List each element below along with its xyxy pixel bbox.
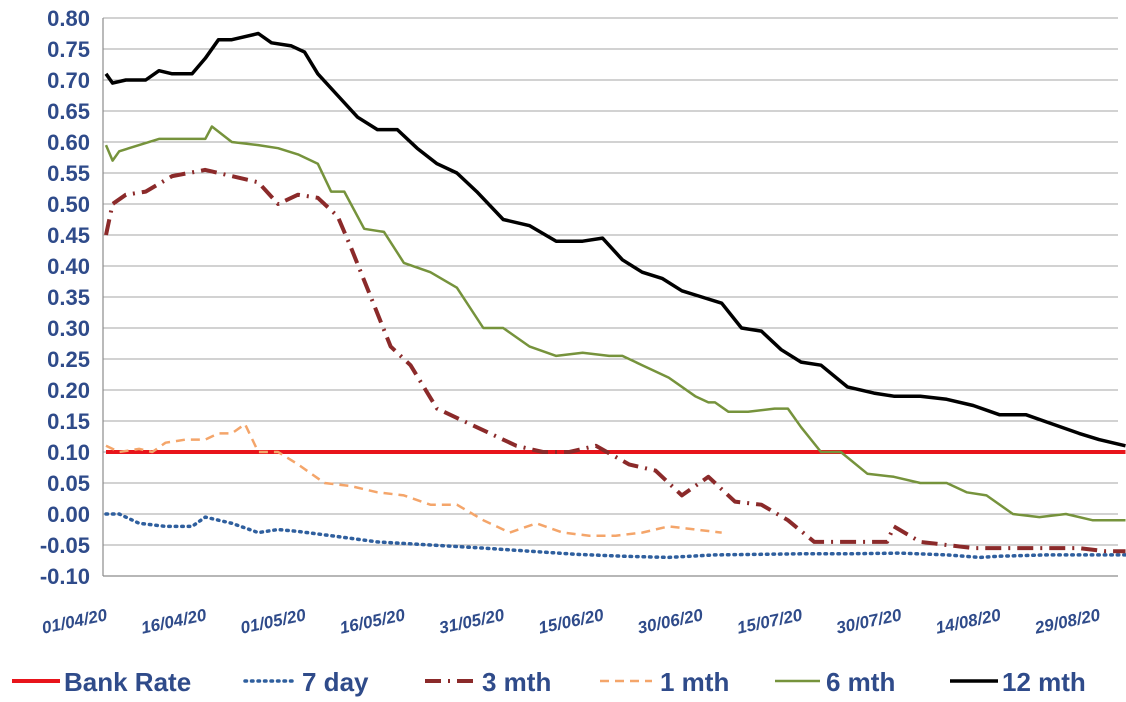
y-tick-label: 0.60 — [47, 130, 90, 155]
y-tick-label: 0.45 — [47, 223, 90, 248]
legend-label: 7 day — [302, 667, 369, 697]
x-tick-label: 30/07/20 — [835, 605, 904, 637]
y-tick-label: 0.30 — [47, 316, 90, 341]
series-line-7-day — [104, 512, 1126, 560]
series-line-6-mth — [104, 125, 1126, 522]
x-tick-label: 30/06/20 — [636, 605, 705, 637]
y-tick-label: 0.70 — [47, 68, 90, 93]
x-tick-label: 15/06/20 — [537, 605, 606, 637]
x-tick-label: 29/08/20 — [1032, 605, 1102, 638]
y-tick-label: 0.80 — [47, 6, 90, 31]
legend-label: Bank Rate — [64, 667, 191, 697]
series-lines — [104, 31, 1126, 560]
legend-label: 1 mth — [660, 667, 729, 697]
y-tick-label: 0.00 — [47, 502, 90, 527]
legend-label: 6 mth — [826, 667, 895, 697]
y-tick-label: 0.35 — [47, 285, 90, 310]
series-line-1-mth — [105, 422, 722, 537]
grid-lines — [103, 17, 1118, 577]
legend: Bank Rate 7 day 3 mth 1 mth 6 mth 12 mth — [12, 667, 1086, 697]
x-tick-label: 01/05/20 — [239, 605, 308, 637]
x-axis-tick-labels: 01/04/20 16/04/20 01/05/20 16/05/20 31/05/20… — [40, 605, 1102, 638]
y-tick-label: 0.50 — [47, 192, 90, 217]
x-tick-label: 31/05/20 — [437, 605, 506, 637]
axes — [102, 18, 1118, 577]
y-tick-label: 0.75 — [47, 37, 90, 62]
y-tick-label: 0.10 — [47, 440, 90, 465]
legend-label: 12 mth — [1002, 667, 1086, 697]
y-tick-label: 0.40 — [47, 254, 90, 279]
x-tick-label: 01/04/20 — [40, 605, 109, 637]
y-tick-label: -0.05 — [40, 533, 90, 558]
y-tick-label: 0.65 — [47, 99, 90, 124]
x-tick-label: 16/04/20 — [139, 605, 208, 637]
y-axis-tick-labels: 0.80 0.75 0.70 0.65 0.60 0.55 0.50 0.45 0.40 0.35… — [40, 6, 90, 589]
legend-label: 3 mth — [482, 667, 551, 697]
x-tick-label: 15/07/20 — [735, 605, 804, 637]
y-tick-label: 0.20 — [47, 378, 90, 403]
y-tick-label: -0.10 — [40, 564, 90, 589]
y-tick-label: 0.55 — [47, 161, 90, 186]
x-tick-label: 16/05/20 — [338, 605, 407, 637]
x-tick-label: 14/08/20 — [934, 605, 1003, 637]
y-tick-label: 0.05 — [47, 471, 90, 496]
series-line-12-mth — [104, 31, 1126, 448]
y-tick-label: 0.15 — [47, 409, 90, 434]
y-tick-label: 0.25 — [47, 347, 90, 372]
